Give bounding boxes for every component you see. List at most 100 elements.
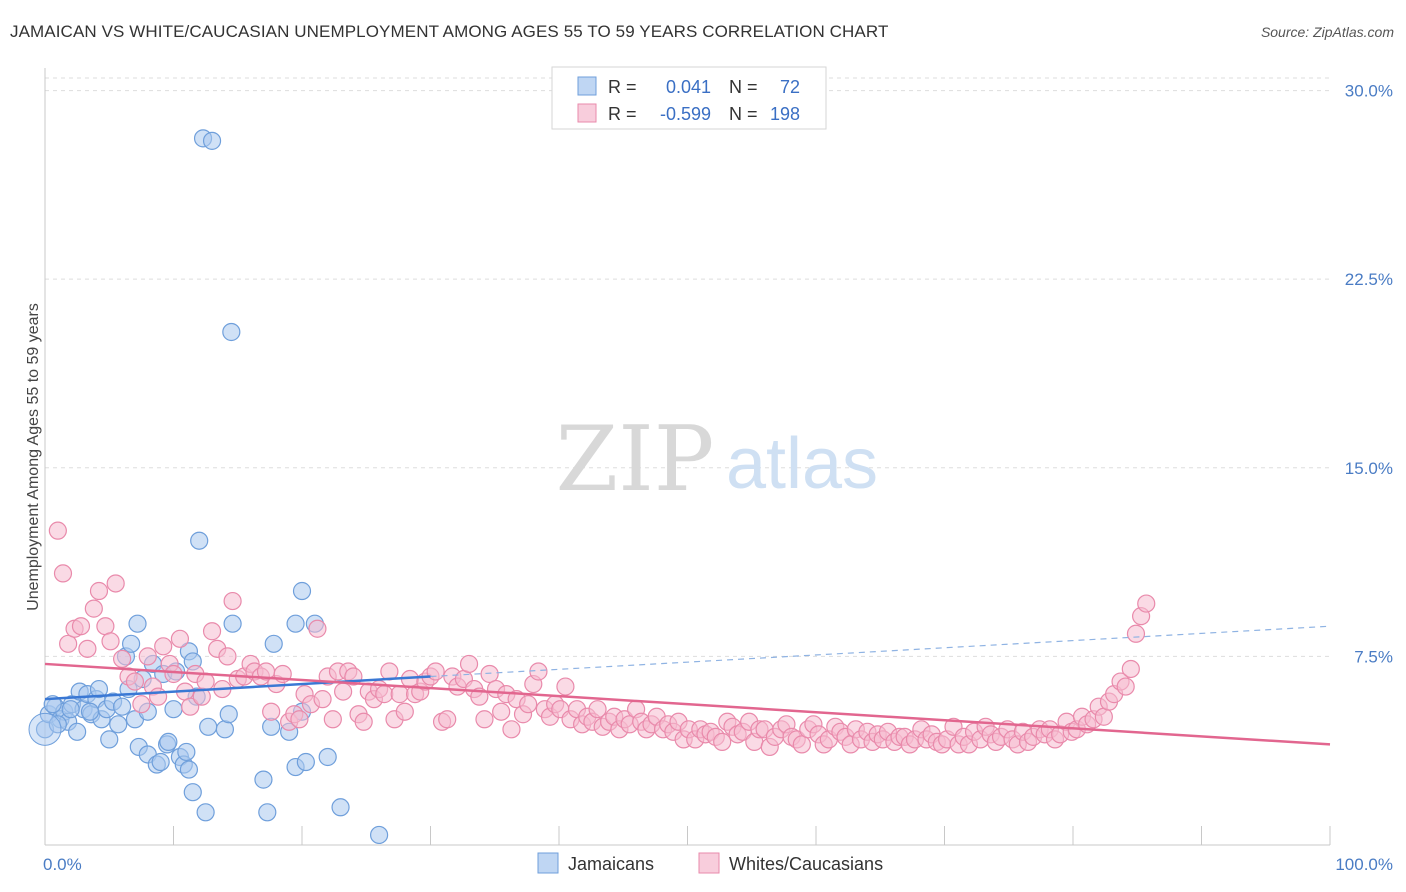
point-jamaicans (183, 783, 202, 802)
point-whites (313, 690, 332, 709)
point-whites (164, 664, 183, 684)
legend-n-value: 72 (780, 77, 800, 97)
point-whites (106, 574, 125, 593)
point-whites (375, 685, 394, 704)
point-whites (334, 682, 353, 701)
series-legend-label: Whites/Caucasians (729, 854, 883, 874)
point-whites (519, 695, 538, 714)
legend-box (551, 66, 827, 130)
y-axis-label: Unemployment Among Ages 55 to 59 years (25, 303, 42, 611)
point-whites (53, 564, 73, 583)
source-label: Source: ZipAtlas.com (1260, 24, 1394, 40)
point-jamaicans (159, 732, 178, 751)
legend-swatch (577, 103, 597, 123)
scatter-points (28, 129, 1156, 845)
point-whites (290, 710, 309, 729)
point-whites (148, 687, 168, 706)
x-tick-label-min: 0.0% (43, 855, 82, 874)
point-jamaicans (190, 531, 209, 550)
legend-r-value: 0.041 (666, 77, 711, 97)
point-whites (125, 672, 145, 691)
series-legend: Jamaicans Whites/Caucasians (537, 852, 883, 874)
point-whites (438, 710, 457, 729)
legend-swatch (577, 76, 597, 96)
point-jamaicans (89, 679, 109, 699)
point-whites (395, 702, 414, 721)
point-whites (112, 649, 132, 669)
point-whites (218, 647, 237, 666)
point-whites (170, 629, 190, 648)
y-tick-labels: 7.5% 15.0% 22.5% 30.0% (1345, 82, 1393, 667)
trend-jamaicans (44, 675, 431, 701)
legend-r-value: -0.599 (660, 104, 711, 124)
point-jamaicans (258, 803, 277, 822)
watermark: ZIP atlas (556, 407, 878, 512)
point-jamaicans (128, 614, 147, 633)
point-jamaicans (164, 700, 183, 719)
chart-title: JAMAICAN VS WHITE/CAUCASIAN UNEMPLOYMENT… (10, 22, 889, 41)
point-jamaicans (223, 614, 242, 633)
point-whites (1094, 707, 1113, 726)
x-tick-labels: 0.0% 100.0% (43, 855, 1393, 874)
point-whites (71, 617, 91, 636)
point-whites (138, 647, 157, 666)
gridlines (45, 77, 1330, 657)
point-whites (101, 632, 120, 651)
point-jamaicans (48, 715, 67, 734)
point-jamaicans (80, 702, 100, 721)
point-whites (529, 662, 548, 681)
point-jamaicans (286, 614, 305, 633)
legend-r-label: R = (608, 104, 637, 124)
point-jamaicans (121, 634, 141, 653)
point-whites (792, 735, 811, 754)
series-legend-swatch (537, 852, 559, 874)
point-whites (181, 697, 200, 716)
point-whites (1137, 594, 1156, 613)
point-whites (223, 591, 242, 611)
legend-n-label: N = (729, 77, 758, 97)
legend-n-value: 198 (770, 104, 800, 124)
watermark-zip: ZIP (556, 407, 715, 512)
y-tick-label: 7.5% (1354, 647, 1393, 666)
legend-n-label: N = (729, 104, 758, 124)
point-jamaicans (100, 730, 119, 749)
legend-r-label: R = (608, 77, 637, 97)
point-jamaicans (151, 752, 170, 772)
trend-jamaicans-extension (430, 625, 1331, 678)
series-legend-label: Jamaicans (568, 854, 654, 874)
point-whites (556, 677, 575, 696)
point-jamaicans (196, 803, 215, 822)
point-jamaicans (219, 705, 238, 724)
point-whites (262, 702, 281, 721)
x-tick-label-max: 100.0% (1335, 855, 1393, 874)
point-whites (426, 662, 445, 681)
point-jamaicans (68, 722, 87, 741)
series-legend-swatch (698, 852, 720, 874)
point-whites (96, 617, 115, 636)
point-jamaicans (179, 760, 199, 779)
point-whites (308, 619, 327, 638)
point-whites (390, 685, 409, 704)
point-jamaicans (264, 634, 283, 653)
point-whites (480, 664, 499, 684)
point-jamaicans (61, 700, 80, 719)
point-jamaicans (177, 742, 196, 762)
point-jamaicans (292, 581, 312, 601)
point-jamaicans (202, 131, 222, 150)
trend-whites (44, 662, 1331, 746)
point-whites (713, 732, 732, 751)
point-jamaicans (254, 770, 273, 789)
stats-legend: R = 0.041 N = 72 R = -0.599 N = 198 (551, 66, 827, 130)
point-jamaicans (109, 715, 128, 734)
point-whites (459, 654, 479, 674)
point-whites (202, 622, 222, 641)
point-whites (78, 639, 97, 658)
point-whites (1116, 677, 1135, 696)
y-tick-label: 15.0% (1345, 459, 1393, 478)
point-whites (84, 599, 103, 618)
point-whites (323, 710, 342, 729)
point-whites (1126, 624, 1146, 643)
point-whites (132, 695, 151, 714)
point-jamaicans (331, 798, 350, 817)
